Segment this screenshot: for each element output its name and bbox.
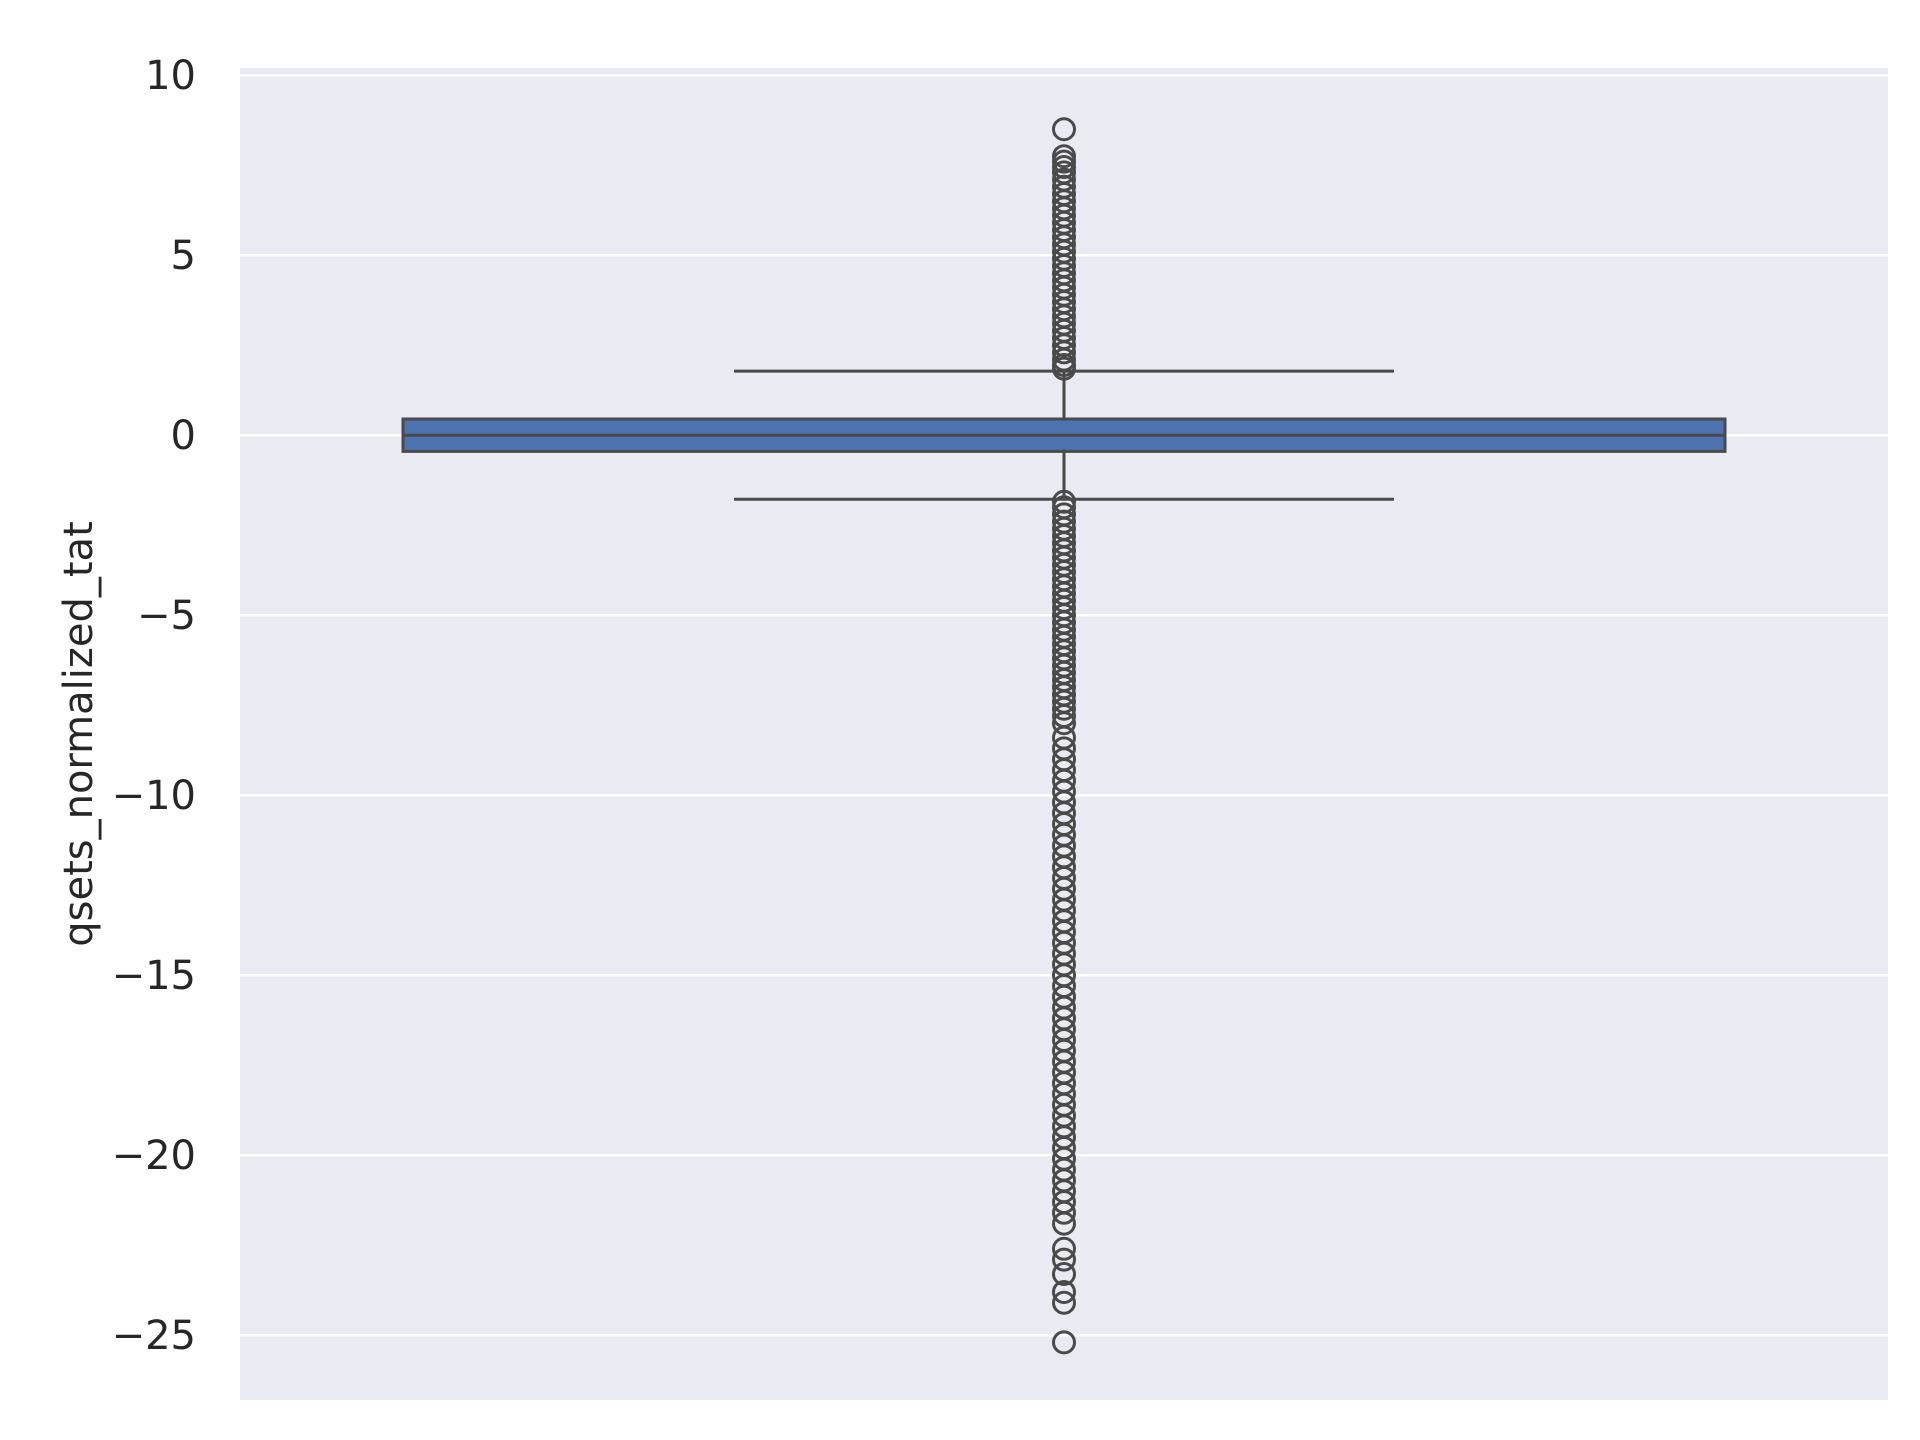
- y-axis-label: qsets_normalized_tat: [56, 521, 102, 947]
- outlier-points: [1052, 117, 1076, 1355]
- outlier-point: [1052, 1262, 1076, 1286]
- y-tick-label: 0: [171, 413, 196, 459]
- y-tick-label: −15: [112, 953, 196, 999]
- outlier-point: [1052, 1247, 1076, 1272]
- y-tick-label: 10: [145, 53, 196, 99]
- outlier-point: [1052, 1290, 1076, 1315]
- y-tick-label: −5: [137, 593, 196, 639]
- y-tick-label: 5: [171, 233, 196, 279]
- y-tick-label: −20: [112, 1133, 196, 1179]
- outlier-point: [1052, 711, 1076, 736]
- outlier-point: [1052, 1200, 1076, 1225]
- outlier-point: [1052, 356, 1076, 381]
- y-tick-labels: 10 5 0 −5 −10 −15 −20 −25: [112, 53, 196, 1359]
- outlier-point: [1052, 1330, 1076, 1355]
- outlier-point: [1052, 1236, 1076, 1261]
- y-tick-label: −25: [112, 1313, 196, 1359]
- outlier-point: [1052, 340, 1076, 365]
- y-tick-label: −10: [112, 773, 196, 819]
- outlier-point: [1052, 117, 1076, 142]
- outlier-point: [1052, 1280, 1076, 1304]
- outlier-point: [1052, 696, 1076, 721]
- outlier-point: [1052, 1211, 1076, 1236]
